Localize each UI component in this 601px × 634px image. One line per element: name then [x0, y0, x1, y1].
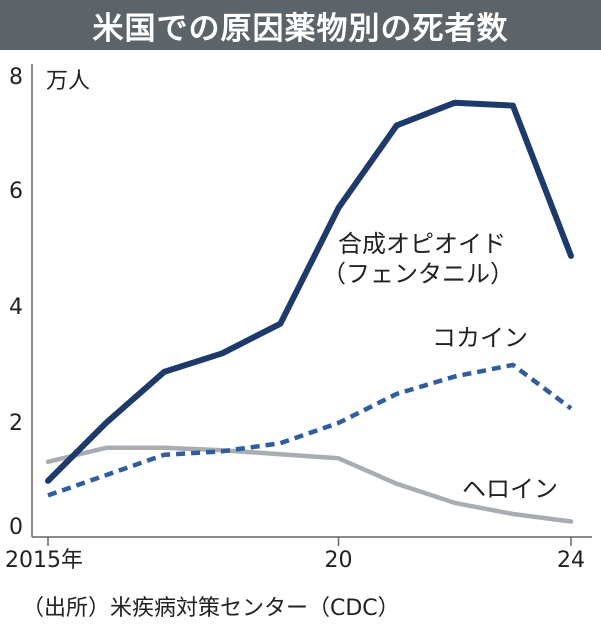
x-tick-label-0: 2015年 [5, 548, 83, 573]
y-tick-label-0: 0 [9, 515, 23, 540]
y-tick-label-3: 6 [9, 179, 23, 204]
series-line-2 [45, 445, 574, 524]
y-unit-label: 万人 [46, 69, 90, 94]
y-tick-label-4: 8 [9, 65, 23, 90]
series-line-1 [47, 362, 573, 498]
y-tick-label-1: 2 [9, 411, 23, 436]
x-tick-label-2: 24 [557, 548, 585, 573]
source-note: （出所）米疾病対策センター（CDC） [22, 596, 400, 621]
x-tick-label-1: 20 [325, 548, 353, 573]
series-line-0 [45, 99, 574, 484]
series-label-opioid: 合成オピオイド [338, 230, 506, 258]
series-label-opioid-sub: （フェンタニル） [322, 260, 514, 288]
series-label-cocaine: コカイン [432, 324, 528, 352]
chart-title: 米国での原因薬物別の死者数 [0, 0, 601, 50]
series-label-heroin: ヘロイン [462, 475, 558, 503]
y-tick-label-2: 4 [9, 295, 23, 320]
